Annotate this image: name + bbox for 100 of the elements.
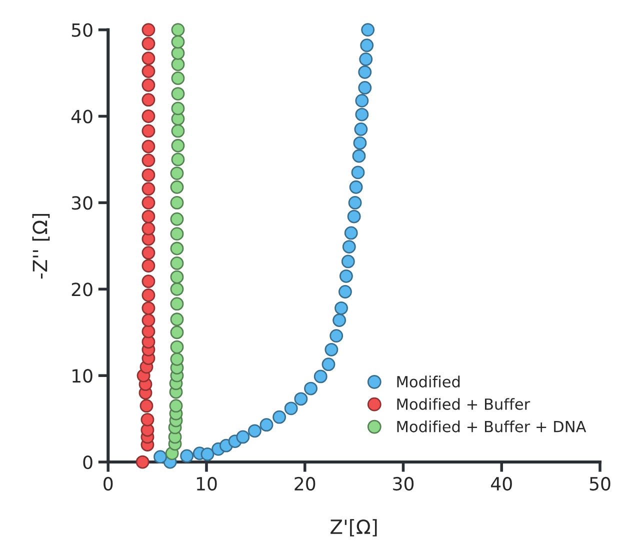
point <box>169 399 183 413</box>
point <box>355 108 369 122</box>
x-tick-label: 30 <box>393 476 414 491</box>
point <box>142 64 156 78</box>
point <box>171 152 185 166</box>
point <box>154 450 167 464</box>
legend-label: Modified + Buffer <box>397 398 530 410</box>
point <box>142 154 156 168</box>
legend-label: Modified <box>397 376 460 388</box>
point <box>142 259 156 273</box>
point <box>170 270 184 284</box>
point <box>170 312 184 326</box>
point <box>170 227 184 241</box>
point <box>171 35 185 49</box>
point <box>170 352 184 366</box>
point <box>200 448 214 461</box>
point <box>142 288 156 302</box>
point <box>351 166 365 180</box>
point <box>142 78 156 92</box>
x-tick-label: 0 <box>104 476 113 491</box>
point <box>304 382 318 396</box>
point <box>260 418 274 432</box>
point <box>272 410 286 424</box>
point <box>353 136 367 150</box>
point <box>142 196 156 210</box>
x-axis-title: Z'[Ω] <box>330 519 377 536</box>
legend-label: Modified + Buffer + DNA <box>397 420 586 432</box>
point <box>171 102 185 116</box>
point <box>352 149 366 163</box>
point <box>361 23 375 37</box>
point <box>358 81 372 94</box>
point <box>284 402 298 416</box>
point <box>142 314 156 327</box>
y-tick-label: 50 <box>72 23 92 37</box>
point <box>355 94 369 108</box>
point <box>171 87 185 100</box>
point <box>170 297 184 311</box>
point <box>142 222 156 236</box>
y-axis-title: -Z'' [Ω] <box>32 214 50 279</box>
x-tick-label: 40 <box>491 476 512 491</box>
point <box>342 240 356 254</box>
point <box>171 23 185 37</box>
point <box>142 36 156 50</box>
point <box>349 180 363 194</box>
point <box>142 140 156 154</box>
point <box>171 46 185 60</box>
point <box>170 196 184 210</box>
point <box>171 58 185 72</box>
point <box>334 301 348 315</box>
x-tick-label: 20 <box>294 476 316 491</box>
point <box>142 324 156 338</box>
point <box>170 242 184 256</box>
x-tick-label: 50 <box>590 476 610 491</box>
point <box>339 269 353 283</box>
point <box>322 358 336 372</box>
point <box>358 65 372 79</box>
y-tick-label: 40 <box>71 110 92 124</box>
point <box>330 329 344 343</box>
point <box>170 166 184 180</box>
point <box>171 124 185 138</box>
point <box>142 124 156 138</box>
y-tick-label: 0 <box>83 455 92 470</box>
point <box>170 180 184 194</box>
point <box>142 274 156 288</box>
y-tick-label: 20 <box>72 282 92 296</box>
point <box>354 122 368 136</box>
point <box>359 52 373 66</box>
point <box>314 370 328 384</box>
point <box>344 226 358 240</box>
point <box>348 196 362 210</box>
point <box>170 340 184 354</box>
point <box>332 314 346 327</box>
point <box>170 256 184 270</box>
point <box>171 138 185 152</box>
point <box>236 430 250 444</box>
point <box>142 246 156 260</box>
point <box>170 282 184 296</box>
point <box>248 424 262 438</box>
y-tick-label: 10 <box>72 369 92 383</box>
y-tick-label: 30 <box>72 196 92 210</box>
point <box>171 72 185 85</box>
point <box>140 399 154 413</box>
point <box>180 449 194 463</box>
point <box>142 93 156 107</box>
point <box>142 210 156 224</box>
point <box>347 210 361 224</box>
point <box>170 212 184 226</box>
point <box>140 412 154 426</box>
point <box>324 342 338 356</box>
point <box>142 52 156 66</box>
point <box>170 326 184 340</box>
x-tick-label: 10 <box>196 476 217 491</box>
point <box>142 168 156 182</box>
point <box>294 392 308 406</box>
point <box>142 301 156 315</box>
point <box>341 254 355 268</box>
point <box>142 23 156 37</box>
point <box>142 182 156 196</box>
point <box>142 110 156 123</box>
point <box>360 38 374 52</box>
